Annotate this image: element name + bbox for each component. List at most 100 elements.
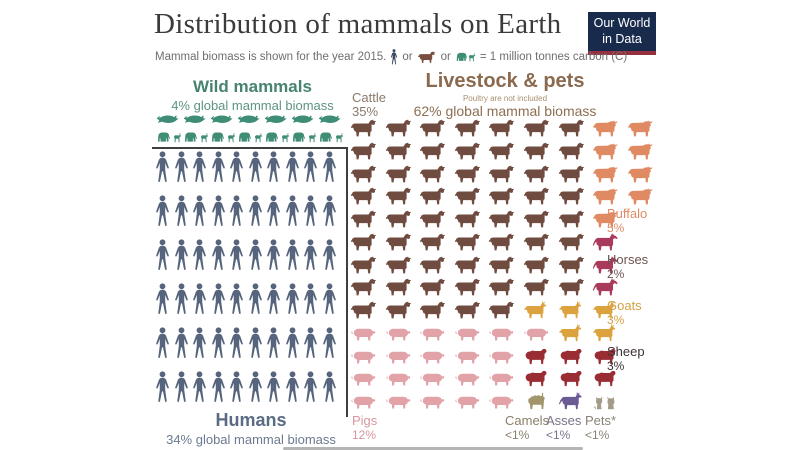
cattle-cell bbox=[350, 278, 378, 297]
pig-icon bbox=[419, 392, 447, 411]
bottom-edge-artifact bbox=[283, 447, 583, 450]
cattle-icon bbox=[523, 256, 551, 275]
pig-cell bbox=[488, 369, 516, 388]
page-title: Distribution of mammals on Earth bbox=[154, 8, 562, 40]
goat-icon bbox=[558, 324, 586, 343]
human-icon bbox=[211, 283, 226, 315]
species-label-pct: <1% bbox=[585, 428, 610, 443]
sheep-cell bbox=[523, 347, 551, 366]
deer-icon bbox=[200, 130, 209, 143]
deer-icon bbox=[227, 130, 236, 143]
horse-icon bbox=[592, 233, 620, 252]
cattle-icon bbox=[454, 301, 482, 320]
species-label-pct: 3% bbox=[607, 312, 625, 327]
cattle-icon bbox=[488, 278, 516, 297]
wild-animals-icon bbox=[455, 52, 476, 62]
humans-heading: Humans bbox=[215, 410, 287, 430]
cattle-cell bbox=[523, 142, 551, 161]
cattle-cell bbox=[385, 187, 413, 206]
pig-cell bbox=[523, 324, 551, 343]
cattle-cell bbox=[523, 210, 551, 229]
wild-mammal-group-icon bbox=[156, 114, 183, 145]
deer-icon bbox=[281, 130, 290, 143]
pig-cell bbox=[385, 347, 413, 366]
owid-logo-line1: Our World bbox=[593, 16, 651, 30]
cattle-icon bbox=[419, 210, 447, 229]
elephant-icon bbox=[210, 130, 225, 143]
pig-cell bbox=[488, 347, 516, 366]
cattle-cell bbox=[488, 187, 516, 206]
pig-cell bbox=[419, 347, 447, 366]
pig-icon bbox=[385, 369, 413, 388]
deer-icon bbox=[308, 130, 317, 143]
species-label-pct: 12% bbox=[352, 428, 377, 443]
pets-cell bbox=[592, 392, 620, 411]
human-icon bbox=[192, 151, 207, 183]
human-icon bbox=[303, 239, 318, 271]
cattle-cell bbox=[419, 210, 447, 229]
buffalo-cell bbox=[592, 142, 620, 161]
pig-cell bbox=[350, 347, 378, 366]
elephant-icon bbox=[455, 52, 468, 62]
cattle-icon bbox=[454, 210, 482, 229]
cattle-cell bbox=[523, 119, 551, 138]
human-icon bbox=[229, 283, 244, 315]
cattle-icon bbox=[523, 278, 551, 297]
cattle-icon bbox=[454, 142, 482, 161]
human-icon bbox=[248, 195, 263, 227]
humans-share: 34% global mammal biomass bbox=[166, 432, 336, 447]
cattle-icon bbox=[419, 165, 447, 184]
cattle-icon bbox=[385, 278, 413, 297]
elephant-icon bbox=[291, 130, 306, 143]
cattle-cell bbox=[454, 210, 482, 229]
cattle-cell bbox=[488, 142, 516, 161]
cattle-cell bbox=[350, 119, 378, 138]
human-icon bbox=[211, 151, 226, 183]
human-icon bbox=[155, 151, 170, 183]
label-camels: Camels <1% bbox=[505, 413, 549, 442]
cattle-icon bbox=[454, 233, 482, 252]
cattle-cell bbox=[350, 187, 378, 206]
livestock-share: 62% global mammal biomass bbox=[413, 103, 597, 119]
pets-icon bbox=[592, 392, 620, 411]
elephant-icon bbox=[237, 130, 252, 143]
cattle-cell bbox=[488, 165, 516, 184]
buffalo-cell bbox=[592, 165, 620, 184]
cattle-icon bbox=[488, 142, 516, 161]
human-icon bbox=[285, 371, 300, 403]
subtitle-or2: or bbox=[440, 51, 451, 63]
cattle-cell bbox=[350, 210, 378, 229]
horse-icon bbox=[592, 278, 620, 297]
species-label-name: Pets* bbox=[585, 413, 617, 428]
human-icon bbox=[285, 239, 300, 271]
species-label-pct: 3% bbox=[607, 358, 625, 373]
elephant-icon bbox=[183, 130, 198, 143]
species-label-name: Buffalo bbox=[607, 206, 648, 221]
cattle-cell bbox=[454, 233, 482, 252]
cattle-cell bbox=[454, 278, 482, 297]
cattle-icon bbox=[350, 233, 378, 252]
cattle-cell bbox=[558, 210, 586, 229]
pig-icon bbox=[385, 324, 413, 343]
owid-logo[interactable]: Our World in Data bbox=[588, 12, 656, 55]
human-icon bbox=[322, 239, 337, 271]
ass-icon bbox=[558, 392, 586, 411]
cattle-icon bbox=[558, 142, 586, 161]
pig-icon bbox=[385, 347, 413, 366]
human-icon bbox=[155, 239, 170, 271]
pig-cell bbox=[419, 369, 447, 388]
human-icon bbox=[174, 151, 189, 183]
cattle-cell bbox=[350, 301, 378, 320]
pig-cell bbox=[454, 392, 482, 411]
pig-icon bbox=[350, 324, 378, 343]
whale-icon bbox=[291, 114, 317, 126]
cattle-icon bbox=[385, 210, 413, 229]
human-icon bbox=[174, 283, 189, 315]
cattle-icon bbox=[454, 119, 482, 138]
sheep-icon bbox=[523, 347, 551, 366]
cattle-cell bbox=[558, 142, 586, 161]
horse-cell bbox=[592, 233, 620, 252]
pig-cell bbox=[385, 324, 413, 343]
species-label-name: Pigs bbox=[352, 413, 378, 428]
camel-icon bbox=[523, 392, 551, 411]
